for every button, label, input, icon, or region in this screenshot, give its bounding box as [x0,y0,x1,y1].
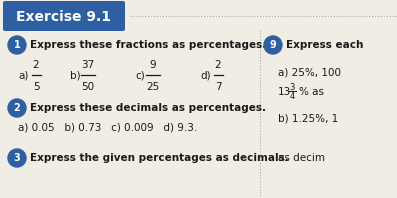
Text: 9: 9 [270,40,276,50]
Text: 4: 4 [289,91,295,101]
Text: 5: 5 [33,82,39,92]
Text: 13: 13 [278,87,291,97]
Text: 3: 3 [289,83,295,91]
Circle shape [8,36,26,54]
Text: 2: 2 [215,60,221,70]
Text: 2: 2 [33,60,39,70]
Text: Express each: Express each [286,40,363,50]
Text: Express these fractions as percentages.: Express these fractions as percentages. [30,40,266,50]
Text: 2: 2 [13,103,20,113]
Text: d): d) [200,70,211,80]
Circle shape [8,149,26,167]
Circle shape [264,36,282,54]
Text: % as: % as [299,87,324,97]
Text: 25: 25 [146,82,160,92]
Text: a): a) [18,70,28,80]
Text: b): b) [70,70,81,80]
Text: 37: 37 [81,60,94,70]
Text: Exercise 9.1: Exercise 9.1 [17,10,112,24]
Text: Express the given percentages as decimals.: Express the given percentages as decimal… [30,153,289,163]
Text: a) 25%, 100: a) 25%, 100 [278,67,341,77]
Text: 3: 3 [13,153,20,163]
Text: 1: 1 [13,40,20,50]
FancyBboxPatch shape [3,1,125,31]
Text: 7: 7 [215,82,221,92]
Text: c): c) [135,70,145,80]
Text: as decim: as decim [278,153,325,163]
Text: b) 1.25%, 1: b) 1.25%, 1 [278,113,338,123]
Text: 50: 50 [81,82,94,92]
Circle shape [8,99,26,117]
Text: 9: 9 [150,60,156,70]
Text: a) 0.05   b) 0.73   c) 0.009   d) 9.3.: a) 0.05 b) 0.73 c) 0.009 d) 9.3. [18,123,197,133]
Text: Express these decimals as percentages.: Express these decimals as percentages. [30,103,266,113]
